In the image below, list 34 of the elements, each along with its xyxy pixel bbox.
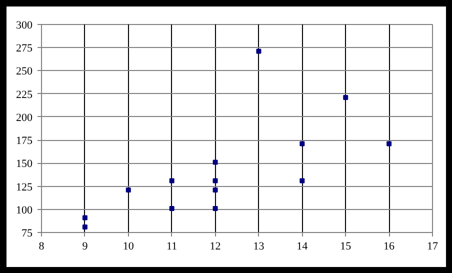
point bbox=[343, 95, 348, 100]
x-tick-label: 9 bbox=[82, 240, 88, 252]
x-tick-label: 16 bbox=[384, 240, 396, 252]
point bbox=[386, 141, 392, 146]
point bbox=[126, 187, 131, 192]
y-tick-label: 75 bbox=[22, 228, 33, 240]
x-tick-label: 11 bbox=[166, 240, 178, 252]
point bbox=[212, 206, 218, 211]
y-tick-label: 300 bbox=[16, 20, 33, 32]
y-tick-label: 200 bbox=[16, 112, 33, 124]
y-tick-label: 150 bbox=[16, 158, 33, 170]
point bbox=[169, 178, 174, 184]
y-tick-label: 225 bbox=[16, 88, 33, 101]
point bbox=[169, 206, 174, 211]
x-tick-label: 15 bbox=[340, 240, 352, 252]
x-tick-label: 10 bbox=[122, 240, 134, 252]
point bbox=[82, 215, 88, 220]
point bbox=[82, 224, 88, 230]
y-tick-label: 100 bbox=[16, 204, 33, 216]
point bbox=[300, 178, 305, 184]
point bbox=[300, 141, 305, 146]
x-tick-label: 14 bbox=[296, 240, 308, 252]
x-tick-label: 12 bbox=[210, 240, 221, 252]
point bbox=[256, 48, 262, 54]
y-tick-label: 250 bbox=[16, 66, 33, 78]
y-tick-label: 125 bbox=[16, 181, 33, 194]
x-tick-label: 8 bbox=[38, 240, 45, 252]
point bbox=[212, 187, 218, 192]
x-tick-label: 13 bbox=[253, 240, 265, 252]
x-tick-label: 17 bbox=[427, 240, 438, 252]
y-tick-label: 275 bbox=[16, 42, 33, 55]
y-tick-label: 175 bbox=[16, 135, 33, 148]
point bbox=[212, 178, 218, 184]
point bbox=[212, 160, 218, 165]
